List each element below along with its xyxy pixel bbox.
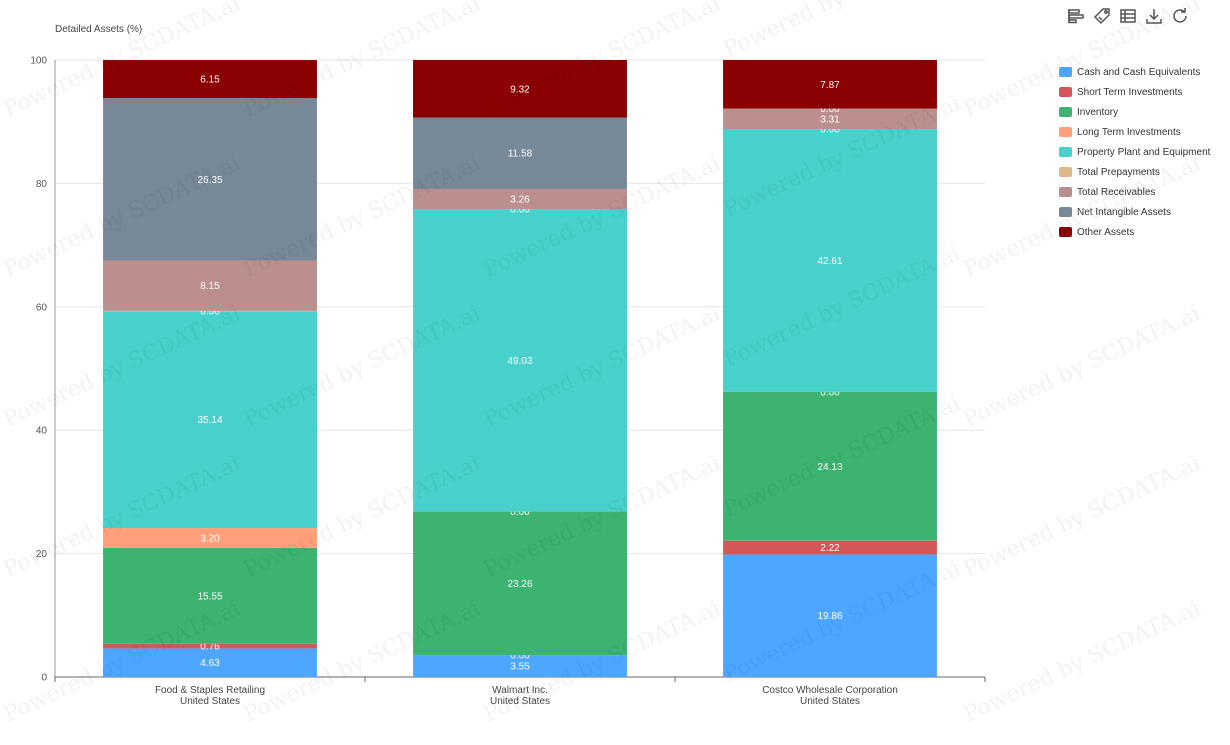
legend-swatch (1059, 107, 1072, 117)
data-label: 0.06 (200, 307, 220, 318)
x-tick-label: United States (800, 696, 860, 707)
data-label: 0.00 (510, 651, 530, 662)
data-label: 6.15 (200, 75, 220, 86)
data-label: 0.00 (820, 124, 840, 135)
data-label: 42.61 (817, 256, 842, 267)
data-label: 3.26 (510, 195, 530, 206)
y-axis-title: Detailed Assets (%) (55, 24, 143, 35)
y-tick-label: 100 (30, 56, 47, 67)
legend-swatch (1059, 227, 1072, 237)
data-label: 24.13 (817, 462, 842, 473)
data-label: 0.00 (820, 387, 840, 398)
legend-label: Total Prepayments (1077, 166, 1160, 178)
bar-segment (723, 391, 937, 541)
legend-label: Short Term Investments (1077, 86, 1183, 98)
data-label: 11.58 (508, 149, 533, 160)
data-label: 49.03 (507, 356, 532, 367)
data-label: 26.35 (197, 175, 222, 186)
legend-item[interactable]: Long Term Investments (1059, 122, 1210, 142)
legend-label: Cash and Cash Equivalents (1077, 66, 1201, 78)
bar-segment (723, 108, 937, 129)
legend-item[interactable]: Net Intangible Assets (1059, 202, 1210, 222)
legend-swatch (1059, 67, 1072, 77)
bar-segment (413, 655, 627, 677)
legend-swatch (1059, 147, 1072, 157)
data-label: 35.14 (197, 415, 222, 426)
legend-swatch (1059, 127, 1072, 137)
data-label: 19.86 (817, 611, 842, 622)
download-icon[interactable] (1144, 6, 1164, 26)
legend-label: Property Plant and Equipment (1077, 146, 1211, 158)
legend-swatch (1059, 187, 1072, 197)
legend-item[interactable]: Inventory (1059, 102, 1210, 122)
bar-segment (103, 547, 317, 644)
bar-segment (103, 528, 317, 548)
legend-label: Long Term Investments (1077, 126, 1181, 138)
chart-legend: Cash and Cash Equivalents Short Term Inve… (1059, 62, 1210, 242)
y-tick-label: 80 (36, 179, 48, 190)
data-label: 3.55 (510, 662, 530, 673)
bar-segment (723, 540, 937, 555)
bar-segment (103, 648, 317, 677)
chart-toolbar (1066, 6, 1190, 26)
x-tick-label: United States (490, 696, 550, 707)
legend-label: Total Receivables (1077, 186, 1156, 198)
data-label: 0.76 (200, 642, 220, 653)
bar-segment (723, 128, 937, 392)
legend-item[interactable]: Other Assets (1059, 222, 1210, 242)
legend-item[interactable]: Cash and Cash Equivalents (1059, 62, 1210, 82)
y-tick-label: 0 (41, 673, 47, 684)
data-label: 2.22 (820, 543, 840, 554)
y-tick-label: 40 (36, 426, 48, 437)
refresh-icon[interactable] (1170, 6, 1190, 26)
legend-item[interactable]: Total Prepayments (1059, 162, 1210, 182)
bar-segment (413, 188, 627, 210)
data-label: 0.00 (510, 507, 530, 518)
bar-segment (103, 311, 317, 529)
bar-segment (723, 554, 937, 677)
bar-sort-icon[interactable] (1066, 6, 1086, 26)
legend-item[interactable]: Total Receivables (1059, 182, 1210, 202)
data-label: 15.55 (197, 591, 222, 602)
data-label: 7.87 (820, 80, 840, 91)
data-label: 9.32 (510, 84, 530, 95)
x-tick-label: United States (180, 696, 240, 707)
data-label: 23.26 (507, 579, 532, 590)
bar-segment (413, 511, 627, 656)
data-label: 3.20 (200, 533, 220, 544)
bar-segment (413, 209, 627, 512)
legend-item[interactable]: Short Term Investments (1059, 82, 1210, 102)
legend-label: Inventory (1077, 106, 1119, 118)
tag-icon[interactable] (1092, 6, 1112, 26)
bar-segment (103, 98, 317, 261)
y-tick-label: 60 (36, 302, 48, 313)
data-label: 4.63 (200, 658, 220, 669)
bar-segment (103, 643, 317, 649)
legend-label: Net Intangible Assets (1077, 206, 1171, 218)
data-label: 8.15 (200, 281, 220, 292)
bar-segment (103, 260, 317, 311)
legend-label: Other Assets (1077, 226, 1135, 238)
legend-item[interactable]: Property Plant and Equipment (1059, 142, 1210, 162)
x-tick-label: Costco Wholesale Corporation (762, 685, 898, 696)
bar-segment (723, 60, 937, 109)
data-label: 3.31 (820, 114, 840, 125)
legend-swatch (1059, 167, 1072, 177)
legend-swatch (1059, 87, 1072, 97)
data-label: 0.00 (820, 104, 840, 115)
bar-segment (103, 60, 317, 99)
y-tick-label: 20 (36, 549, 48, 560)
data-table-icon[interactable] (1118, 6, 1138, 26)
bar-segment (413, 117, 627, 189)
data-label: 0.00 (510, 205, 530, 216)
bar-segment (413, 60, 627, 118)
x-tick-label: Food & Staples Retailing (155, 685, 265, 696)
x-tick-label: Walmart Inc. (492, 685, 548, 696)
legend-swatch (1059, 207, 1072, 217)
